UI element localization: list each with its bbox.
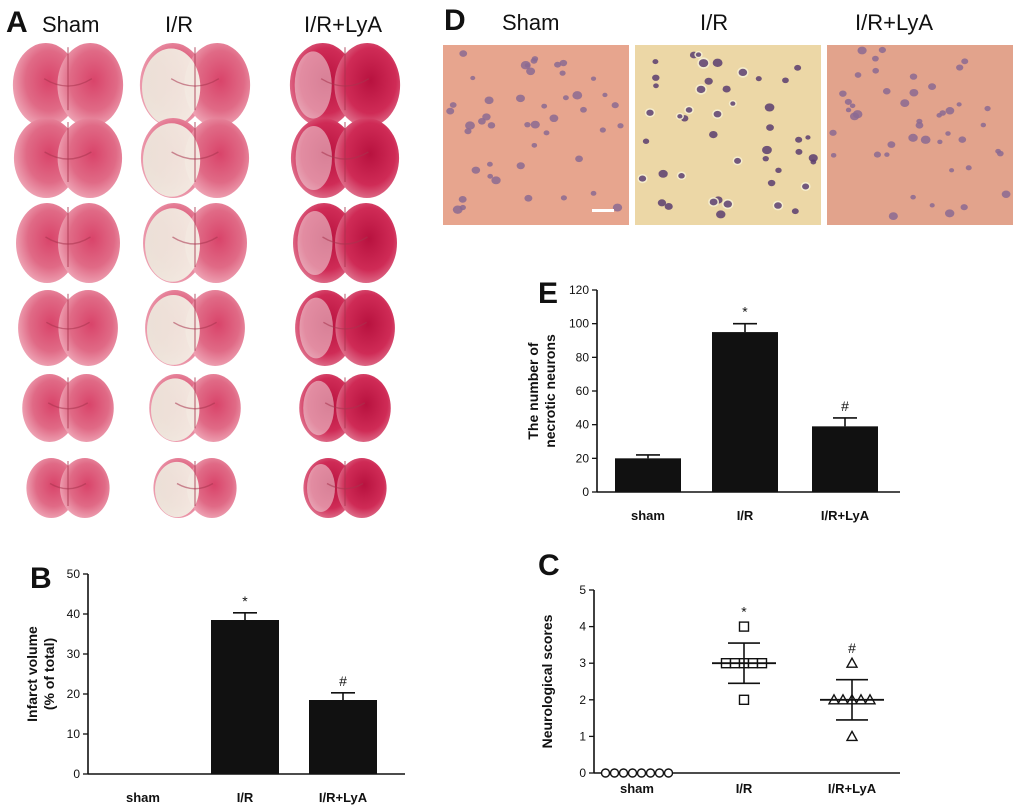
category-label: I/R+LyA: [319, 790, 368, 805]
brain-slice: [143, 203, 247, 283]
y-axis-label: (% of total): [41, 638, 57, 710]
chart-c-neurological-scores: C 0 1 2 3 4 5 sham * I/R # I/R+LyA Neurological sco…: [538, 549, 900, 796]
y-tick-label: 4: [579, 620, 586, 634]
data-point: [618, 768, 629, 778]
panel-letter-e: E: [538, 277, 558, 310]
category-label: I/R: [736, 781, 753, 796]
y-tick-label: 30: [67, 647, 81, 661]
brain-slice: [140, 118, 250, 198]
brain-slice: [26, 458, 110, 518]
category-label: sham: [631, 508, 665, 523]
y-tick-label: 40: [67, 607, 81, 621]
panel-a: A Sham I/R I/R+LyA: [6, 6, 401, 518]
brain-slice-grid: [12, 43, 401, 518]
brain-slice: [12, 43, 124, 127]
chart-e-necrotic-neurons: E 0 20 40 60 80 100 120 sham * I/R # I/R+LyA The num…: [525, 277, 900, 523]
y-tick-label: 40: [576, 418, 590, 432]
brain-slice: [145, 290, 245, 366]
panel-letter-b: B: [30, 562, 52, 595]
data-point: [738, 694, 750, 705]
y-tick-label: 5: [579, 583, 586, 597]
y-tick-label: 80: [576, 350, 590, 364]
micrograph: [827, 45, 1013, 225]
brain-slice: [299, 374, 391, 442]
brain-slice: [149, 374, 241, 442]
significance-mark: #: [841, 398, 849, 414]
y-axis-label: necrotic neurons: [542, 334, 558, 448]
data-point: [654, 768, 665, 778]
panel-d-group-title-ir: I/R: [700, 10, 728, 35]
brain-slice: [293, 203, 397, 283]
category-label: sham: [126, 790, 160, 805]
bar-i-r-lya: [812, 426, 878, 492]
panel-a-group-title-ir: I/R: [165, 12, 193, 37]
brain-slice: [153, 458, 237, 518]
y-tick-label: 100: [569, 317, 589, 331]
micrograph: [635, 45, 821, 225]
data-point: [663, 768, 674, 778]
significance-mark: *: [742, 304, 748, 320]
data-point: [627, 768, 638, 778]
significance-mark: #: [848, 640, 856, 656]
chart-b-infarct-volume: B 0 10 20 30 40 50 sham * I/R # I/R+LyA Infarct vol…: [24, 562, 405, 805]
y-tick-label: 120: [569, 283, 589, 297]
significance-mark: *: [242, 593, 248, 609]
y-tick-label: 60: [576, 384, 590, 398]
brain-slice: [13, 118, 123, 198]
brain-slice: [295, 290, 395, 366]
y-tick-label: 2: [579, 693, 586, 707]
panel-d: D Sham I/R I/R+LyA: [443, 4, 1013, 225]
bar-sham: [615, 458, 681, 492]
data-point: [845, 729, 859, 742]
category-label: I/R: [737, 508, 754, 523]
bar-i-r: [712, 332, 778, 492]
data-point: [645, 768, 656, 778]
y-tick-label: 0: [73, 767, 80, 781]
bar-i-r-lya: [309, 700, 377, 774]
y-tick-label: 20: [67, 687, 81, 701]
panel-letter-a: A: [6, 6, 28, 39]
significance-mark: *: [741, 604, 747, 620]
y-tick-label: 3: [579, 656, 586, 670]
brain-slice: [18, 290, 118, 366]
y-tick-label: 10: [67, 727, 81, 741]
brain-slice: [303, 458, 387, 518]
micrograph: [443, 45, 629, 225]
y-tick-label: 20: [576, 451, 590, 465]
y-axis-label: The number of: [525, 342, 541, 440]
data-point: [636, 768, 647, 778]
brain-slice: [290, 118, 400, 198]
y-tick-label: 0: [582, 485, 589, 499]
brain-slice: [22, 374, 114, 442]
y-axis-label: Neurological scores: [539, 614, 555, 748]
brain-slice: [289, 43, 401, 127]
histology-micrographs: [443, 45, 1013, 225]
y-axis-label: Infarct volume: [24, 626, 40, 722]
y-tick-label: 50: [67, 567, 81, 581]
significance-mark: #: [339, 673, 347, 689]
data-point: [738, 621, 750, 632]
y-tick-label: 0: [579, 766, 586, 780]
data-point: [845, 656, 859, 668]
brain-slice: [16, 203, 120, 283]
category-label: I/R: [237, 790, 254, 805]
panel-letter-d: D: [444, 4, 466, 37]
category-label: I/R+LyA: [821, 508, 870, 523]
panel-d-group-title-sham: Sham: [502, 10, 559, 35]
panel-a-group-title-sham: Sham: [42, 12, 99, 37]
data-point: [609, 768, 620, 778]
brain-slice: [139, 43, 251, 127]
y-tick-label: 1: [579, 729, 586, 743]
data-point: [600, 768, 611, 778]
category-label: sham: [620, 781, 654, 796]
category-label: I/R+LyA: [828, 781, 877, 796]
panel-a-group-title-ir-lya: I/R+LyA: [304, 12, 382, 37]
panel-d-group-title-ir-lya: I/R+LyA: [855, 10, 933, 35]
bar-i-r: [211, 620, 279, 774]
panel-letter-c: C: [538, 549, 560, 582]
